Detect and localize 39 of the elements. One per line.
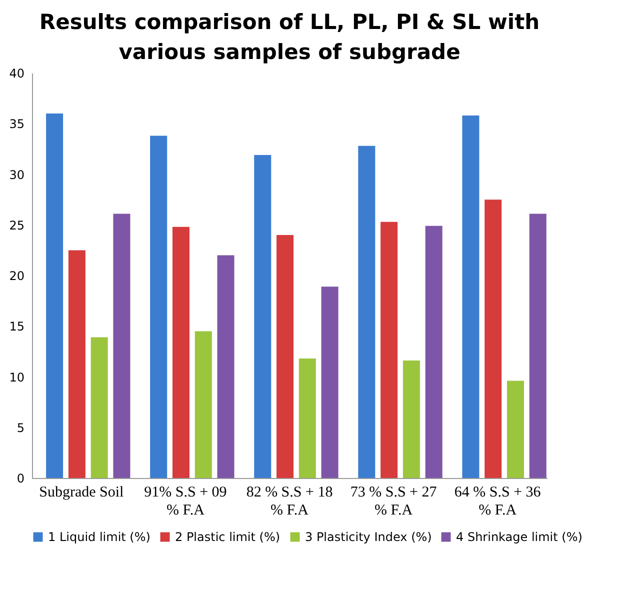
bar (529, 214, 546, 478)
legend-label: 1 Liquid limit (%) (48, 530, 150, 544)
bar (172, 226, 190, 478)
bar (321, 286, 338, 478)
bar (276, 235, 294, 478)
y-tick-label: 5 (16, 420, 24, 435)
bar (358, 146, 376, 478)
bar (425, 226, 442, 478)
legend-label: 4 Shrinkage limit (%) (456, 530, 582, 544)
bar (217, 255, 234, 478)
y-tick-label: 25 (9, 218, 24, 232)
y-tick-label: 30 (9, 168, 24, 182)
y-tick-label: 15 (9, 320, 24, 334)
bar (462, 116, 480, 478)
bar (90, 337, 108, 478)
bar (194, 331, 212, 478)
bar (46, 114, 64, 478)
bar (506, 380, 524, 478)
bar (68, 250, 86, 478)
bar (113, 214, 130, 478)
y-tick-label: 35 (9, 117, 24, 132)
x-tick-label: Subgrade Soil (39, 484, 124, 500)
y-tick-label: 10 (9, 370, 24, 384)
bar (254, 155, 272, 478)
y-tick-label: 40 (9, 66, 24, 80)
x-tick-label: 73 % S.S + 27 % F.A (350, 484, 438, 518)
x-tick-label: 82 % S.S + 18 % F.A (246, 484, 333, 518)
y-tick-label: 20 (9, 269, 24, 283)
bar (380, 222, 398, 478)
legend-label: 2 Plastic limit (%) (175, 530, 280, 544)
legend-label: 3 Plasticity Index (%) (305, 530, 432, 544)
bar (484, 200, 502, 478)
bar (402, 360, 420, 478)
x-tick-label: 64 % S.S + 36 % F.A (454, 484, 542, 518)
chart-title: Results comparison of LL, PL, PI & SL with various samples of subgrade (39, 10, 540, 64)
bar (150, 136, 168, 478)
y-tick-label: 0 (16, 472, 24, 486)
x-tick-label: 91% S.S + 09 % F.A (144, 484, 227, 518)
bar (298, 358, 316, 478)
